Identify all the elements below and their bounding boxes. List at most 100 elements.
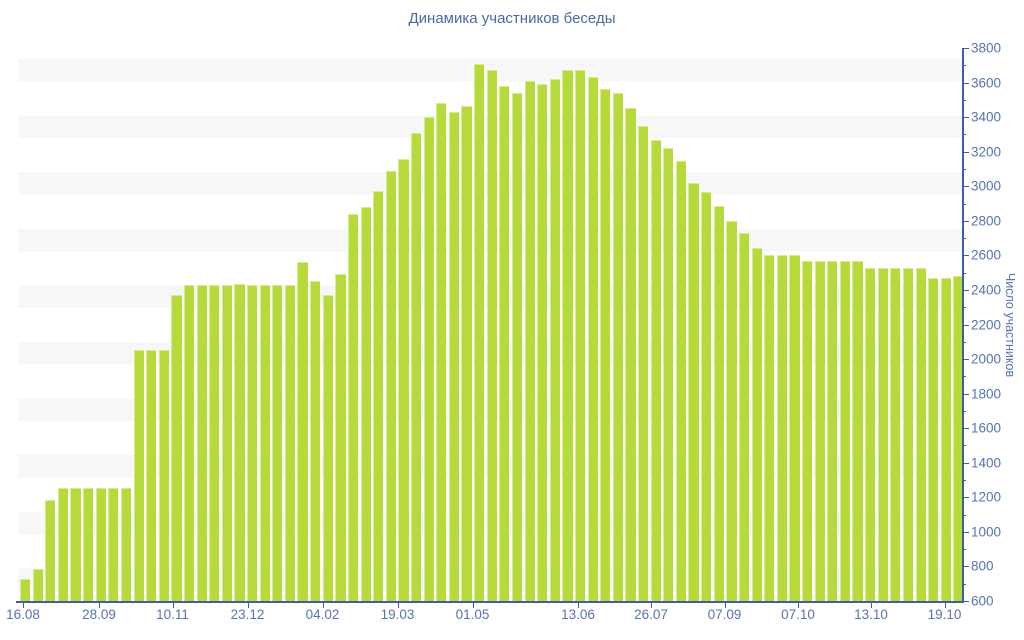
bar[interactable] [108, 487, 119, 601]
bar[interactable] [259, 284, 270, 601]
y-tick [962, 203, 966, 205]
bar[interactable] [650, 139, 661, 601]
bar[interactable] [638, 125, 649, 601]
bar[interactable] [902, 268, 914, 601]
bar[interactable] [234, 283, 245, 601]
bar[interactable] [322, 295, 333, 601]
y-tick [962, 428, 969, 430]
bar[interactable] [663, 148, 674, 601]
bar[interactable] [574, 70, 586, 601]
y-tick-label: 600 [971, 593, 994, 609]
bar[interactable] [247, 284, 258, 601]
y-tick [962, 134, 966, 136]
bar[interactable] [95, 487, 106, 601]
bar[interactable] [474, 63, 485, 601]
y-tick-label: 2000 [971, 351, 1002, 367]
bar[interactable] [802, 260, 813, 601]
bar[interactable] [776, 255, 787, 601]
bar[interactable] [448, 111, 460, 601]
bar[interactable] [461, 105, 472, 601]
bar[interactable] [751, 247, 762, 601]
bar[interactable] [738, 232, 750, 601]
bar[interactable] [20, 578, 31, 601]
bar[interactable] [57, 487, 69, 601]
bar[interactable] [209, 284, 220, 601]
x-tick-label: 19.03 [380, 607, 415, 622]
y-tick [962, 393, 969, 395]
bar[interactable] [814, 260, 825, 601]
bar[interactable] [688, 182, 699, 601]
bar[interactable] [612, 92, 623, 601]
bar[interactable] [701, 192, 712, 601]
bar[interactable] [272, 284, 283, 601]
bar[interactable] [928, 277, 939, 601]
bar[interactable] [297, 262, 308, 601]
bar[interactable] [537, 84, 548, 601]
bar[interactable] [549, 79, 560, 601]
bar[interactable] [171, 295, 182, 601]
bar[interactable] [120, 487, 132, 601]
x-tick [23, 603, 24, 608]
y-tick [962, 341, 966, 343]
bar[interactable] [347, 213, 359, 601]
bar[interactable] [486, 70, 497, 601]
bar[interactable] [133, 349, 144, 601]
bar[interactable] [423, 117, 434, 601]
y-tick [962, 324, 969, 326]
y-tick [962, 307, 966, 309]
bar[interactable] [70, 487, 81, 601]
x-tick-label: 01.05 [455, 607, 490, 622]
bar[interactable] [183, 284, 195, 601]
y-tick [962, 238, 966, 240]
x-tick-label: 28.09 [82, 607, 116, 622]
bar[interactable] [360, 207, 371, 601]
bar[interactable] [877, 268, 888, 601]
bar[interactable] [335, 274, 346, 601]
bar[interactable] [373, 191, 384, 601]
bar[interactable] [827, 260, 838, 601]
y-tick-label: 1000 [971, 524, 1002, 540]
y-tick-label: 3200 [971, 144, 1002, 160]
y-tick [962, 220, 969, 222]
bar[interactable] [499, 86, 510, 601]
y-tick-label: 1400 [971, 455, 1002, 471]
bar[interactable] [310, 281, 321, 601]
y-tick [962, 583, 966, 585]
bar[interactable] [789, 255, 800, 601]
bar[interactable] [158, 349, 169, 601]
bar[interactable] [839, 260, 851, 601]
bar[interactable] [953, 276, 964, 601]
bar[interactable] [524, 80, 535, 601]
bar[interactable] [32, 569, 43, 601]
x-tick-label: 23.12 [230, 607, 265, 622]
bar[interactable] [45, 499, 56, 601]
bar[interactable] [625, 108, 636, 601]
bar[interactable] [890, 268, 901, 601]
bar[interactable] [385, 170, 396, 601]
bar[interactable] [675, 161, 687, 601]
bar[interactable] [511, 92, 523, 601]
bar[interactable] [600, 88, 611, 601]
bar[interactable] [764, 255, 775, 601]
bar[interactable] [865, 268, 876, 601]
y-tick [962, 151, 969, 153]
x-tick [247, 603, 249, 608]
bar[interactable] [587, 76, 598, 601]
y-tick [962, 65, 966, 67]
bar[interactable] [940, 277, 951, 601]
y-tick [962, 272, 966, 274]
bar[interactable] [562, 70, 573, 601]
bar[interactable] [221, 284, 232, 601]
bar[interactable] [398, 158, 409, 601]
bar[interactable] [852, 260, 863, 601]
bar[interactable] [713, 206, 724, 601]
bar[interactable] [436, 103, 447, 601]
bar[interactable] [915, 268, 926, 601]
bar[interactable] [411, 132, 422, 601]
bar[interactable] [83, 487, 94, 601]
bar[interactable] [196, 284, 207, 601]
bar[interactable] [146, 349, 157, 601]
y-tick [962, 82, 969, 84]
bar[interactable] [284, 284, 296, 601]
bar[interactable] [726, 220, 737, 601]
